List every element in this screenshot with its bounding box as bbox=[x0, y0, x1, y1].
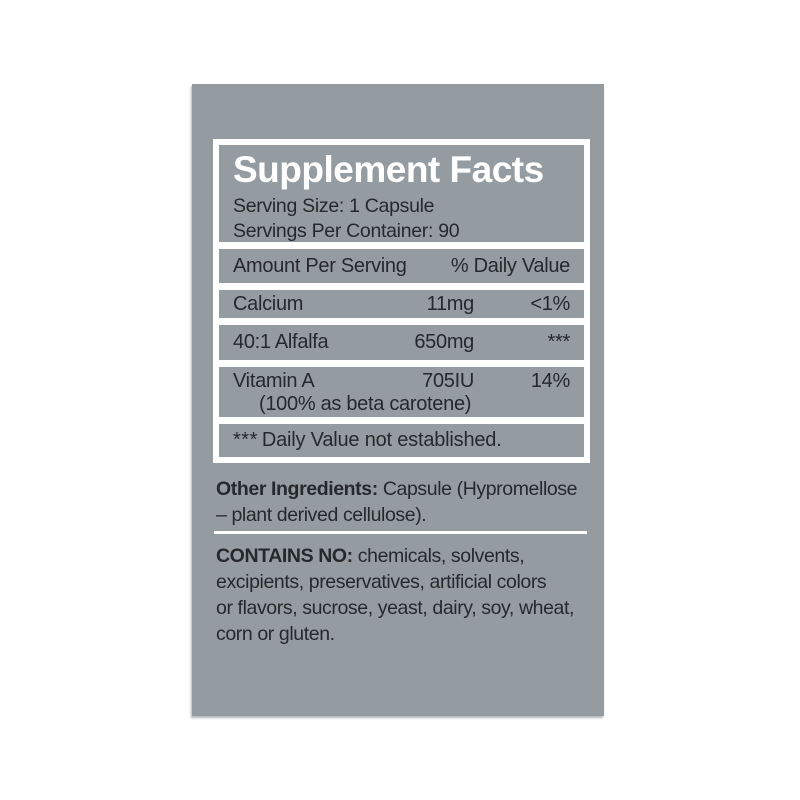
nutrient-note: (100% as beta carotene) bbox=[259, 393, 472, 415]
nutrient-amount: 11mg bbox=[426, 292, 475, 315]
footnote-asterisks: *** bbox=[233, 429, 258, 451]
servings-per-container-text: Servings Per Container: 90 bbox=[233, 220, 460, 242]
footnote-text: Daily Value not established. bbox=[261, 429, 502, 451]
serving-size-text: Serving Size: 1 Capsule bbox=[233, 195, 435, 217]
contains-no-paragraph: CONTAINS NO: chemicals, solvents, excipi… bbox=[216, 543, 596, 647]
other-ingredients-paragraph: Other Ingredients: Capsule (Hypromellose… bbox=[216, 476, 596, 528]
supplement-facts-title: Supplement Facts bbox=[233, 149, 544, 190]
supplement-facts-box: Supplement Facts Serving Size: 1 Capsule… bbox=[213, 139, 590, 463]
contains-no-line4: corn or gluten. bbox=[216, 623, 335, 645]
nutrient-name: Calcium bbox=[233, 292, 304, 315]
daily-value-header: % Daily Value bbox=[450, 254, 570, 277]
nutrient-amount: 650mg bbox=[414, 331, 474, 353]
other-ingredients-line2: – plant derived cellulose). bbox=[216, 504, 427, 526]
nutrient-amount: 705IU bbox=[422, 370, 474, 392]
nutrient-name: 40:1 Alfalfa bbox=[233, 331, 329, 353]
divider-line bbox=[214, 531, 587, 534]
nutrient-row-vitamin-a: Vitamin A 705IU 14% (100% as beta carote… bbox=[219, 367, 584, 417]
nutrient-daily-value: 14% bbox=[530, 370, 570, 392]
column-header-row: Amount Per Serving % Daily Value bbox=[219, 249, 584, 283]
daily-value-footnote-row: *** Daily Value not established. bbox=[219, 424, 584, 457]
contains-no-line1: CONTAINS NO: chemicals, solvents, bbox=[216, 543, 596, 569]
nutrient-line: Vitamin A 705IU 14% bbox=[219, 370, 584, 393]
nutrient-daily-value: *** bbox=[547, 331, 571, 353]
other-ingredients-line1: Other Ingredients: Capsule (Hypromellose bbox=[216, 476, 596, 502]
nutrient-daily-value: <1% bbox=[530, 292, 570, 315]
nutrient-row-calcium: Calcium 11mg <1% bbox=[219, 290, 584, 318]
contains-no-line3: or flavors, sucrose, yeast, dairy, soy, … bbox=[216, 597, 575, 619]
serving-info: Serving Size: 1 Capsule Servings Per Con… bbox=[233, 194, 570, 244]
contains-no-rest: chemicals, solvents, bbox=[352, 545, 525, 567]
nutrient-row-alfalfa: 40:1 Alfalfa 650mg *** bbox=[219, 325, 584, 360]
amount-per-serving-header: Amount Per Serving bbox=[233, 254, 407, 277]
contains-no-label: CONTAINS NO: bbox=[216, 545, 353, 567]
supplement-label-panel: Supplement Facts Serving Size: 1 Capsule… bbox=[192, 84, 604, 716]
other-ingredients-label: Other Ingredients: bbox=[216, 478, 378, 500]
contains-no-line2: excipients, preservatives, artificial co… bbox=[216, 571, 547, 593]
nutrient-name: Vitamin A bbox=[233, 370, 315, 392]
facts-header-section: Supplement Facts Serving Size: 1 Capsule… bbox=[219, 145, 584, 242]
other-ingredients-rest: Capsule (Hypromellose bbox=[377, 478, 578, 500]
nutrient-line: Calcium 11mg <1% bbox=[219, 293, 584, 316]
nutrient-line: 40:1 Alfalfa 650mg *** bbox=[219, 331, 584, 354]
